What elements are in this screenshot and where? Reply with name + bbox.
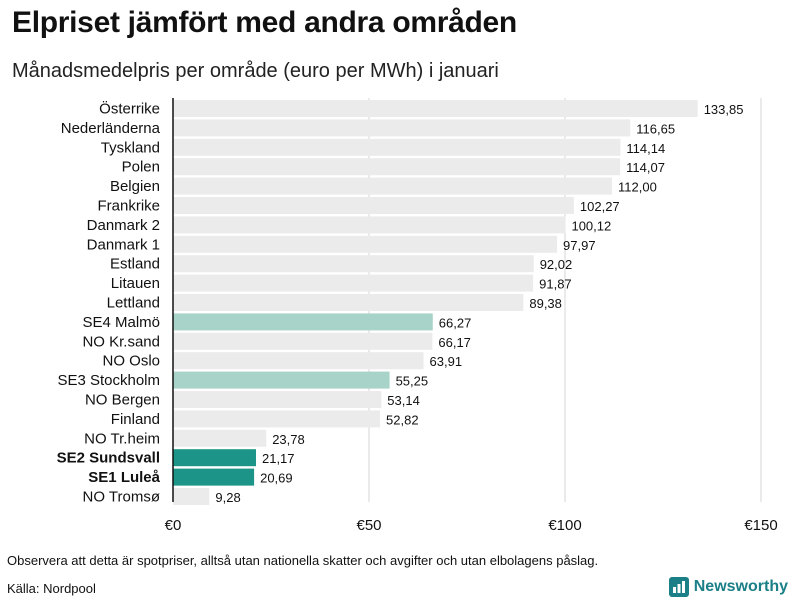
category-label: NO Tr.heim	[84, 430, 160, 447]
source-credit: Källa: Nordpool	[7, 581, 96, 596]
value-label: 133,85	[704, 102, 744, 117]
bars	[173, 100, 698, 505]
bar	[173, 313, 433, 331]
x-tick-label: €50	[356, 517, 381, 534]
bar	[173, 138, 621, 156]
category-label: Tyskland	[101, 139, 160, 156]
value-label: 89,38	[529, 296, 562, 311]
bar	[173, 197, 574, 214]
bar	[173, 371, 390, 389]
x-axis-ticks: €0 €50 €100 €150	[165, 517, 778, 534]
value-label: 20,69	[260, 471, 293, 486]
value-label: 102,27	[580, 199, 620, 214]
category-label: NO Tromsø	[83, 489, 161, 506]
category-label: Danmark 2	[87, 217, 160, 234]
category-label: Danmark 1	[87, 236, 160, 253]
chart-title: Elpriset jämfört med andra områden	[12, 6, 517, 39]
value-labels: 133,85 116,65 114,14 114,07 112,00 102,27 100,…	[215, 102, 743, 505]
value-label: 23,78	[272, 432, 305, 447]
x-tick-label: €100	[548, 517, 581, 534]
bar	[173, 468, 255, 486]
category-label: NO Oslo	[102, 353, 160, 370]
category-label: SE3 Stockholm	[57, 372, 160, 389]
x-tick-label: €0	[165, 517, 182, 534]
value-label: 52,82	[386, 412, 419, 427]
x-tick-label: €150	[744, 517, 777, 534]
bar	[173, 274, 534, 292]
bar	[173, 429, 267, 447]
category-label: Österrike	[99, 100, 160, 118]
category-label: SE2 Sundsvall	[57, 450, 160, 467]
category-label: SE4 Malmö	[82, 314, 160, 331]
bar	[173, 352, 424, 370]
category-label: SE1 Luleå	[88, 469, 160, 486]
value-label: 116,65	[636, 121, 675, 136]
brand: Newsworthy	[668, 577, 788, 597]
newsworthy-logo-icon	[668, 577, 689, 597]
category-label: Estland	[110, 256, 160, 273]
category-label: Finland	[111, 411, 160, 428]
value-label: 63,91	[430, 354, 463, 369]
bar	[173, 216, 566, 234]
value-label: 9,28	[215, 490, 240, 505]
value-label: 55,25	[396, 374, 429, 389]
value-label: 66,17	[438, 335, 471, 350]
category-label: Nederländerna	[61, 120, 161, 137]
bar	[173, 294, 524, 311]
bar	[173, 119, 631, 137]
category-label: Frankrike	[97, 198, 160, 215]
category-label: Lettland	[107, 295, 160, 312]
brand-name: Newsworthy	[693, 578, 788, 595]
bar	[173, 391, 382, 408]
value-label: 112,00	[618, 180, 657, 195]
bar	[173, 449, 256, 467]
category-label: NO Kr.sand	[82, 333, 160, 350]
bar	[173, 488, 210, 505]
bar	[173, 332, 433, 350]
value-label: 114,07	[626, 160, 665, 175]
bar	[173, 100, 698, 117]
value-label: 53,14	[387, 393, 420, 408]
bar	[173, 158, 621, 176]
value-label: 91,87	[539, 277, 572, 292]
value-label: 21,17	[262, 451, 295, 466]
value-label: 97,97	[563, 238, 596, 253]
category-label: Polen	[122, 159, 160, 176]
footnote: Observera att detta är spotpriser, allts…	[7, 553, 599, 568]
value-label: 92,02	[540, 257, 573, 272]
bar	[173, 177, 613, 195]
category-labels: Österrike Nederländerna Tyskland Polen Belgi…	[57, 100, 161, 506]
chart-subtitle: Månadsmedelpris per område (euro per MWh…	[12, 60, 499, 82]
bar	[173, 255, 534, 273]
value-label: 66,27	[439, 315, 472, 330]
value-label: 114,14	[626, 141, 665, 156]
bar-chart: Österrike Nederländerna Tyskland Polen Belgi…	[57, 98, 778, 534]
category-label: Belgien	[110, 178, 160, 195]
category-label: Litauen	[111, 275, 160, 292]
value-label: 100,12	[571, 218, 611, 233]
bar	[173, 235, 558, 253]
category-label: NO Bergen	[85, 392, 160, 409]
bar	[173, 410, 381, 428]
